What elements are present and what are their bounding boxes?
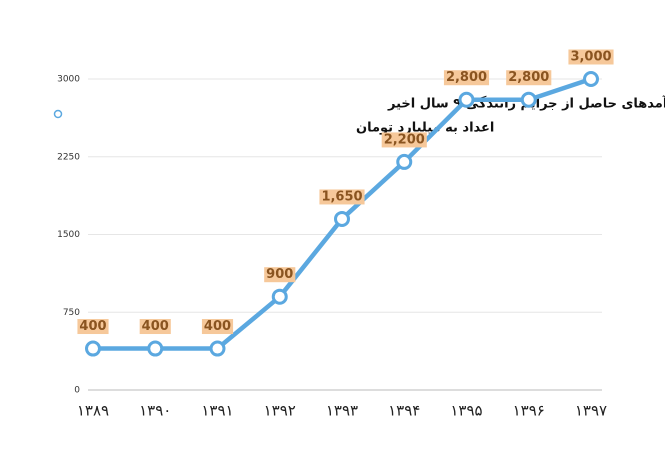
- value-label-text: 2,800: [508, 70, 549, 85]
- value-label-bg: [139, 319, 171, 335]
- x-tick-label: ۱۳۹۱: [201, 402, 233, 420]
- value-label-bg: [568, 49, 614, 65]
- x-tick-label: ۱۳۹۷: [575, 402, 607, 420]
- y-tick-label: 3000: [57, 75, 80, 85]
- y-tick-label: 750: [63, 308, 80, 318]
- value-label-bg: [264, 267, 296, 283]
- value-label-bg: [443, 70, 490, 86]
- x-tick-label: ۱۳۹۲: [264, 402, 296, 420]
- value-label: 2,200: [381, 132, 427, 148]
- value-label-text: 2,200: [384, 132, 425, 147]
- point: [458, 91, 475, 108]
- value-label-bg: [319, 189, 365, 205]
- value-label-text: 400: [79, 319, 106, 334]
- value-label: 400: [77, 319, 109, 335]
- value-label-text: 3,000: [570, 50, 611, 65]
- point: [396, 153, 413, 170]
- point: [271, 288, 288, 305]
- point: [147, 340, 164, 357]
- x-tick-label: ۱۳۹۵: [450, 402, 482, 420]
- point: [583, 71, 599, 87]
- y-tick-label: 1500: [57, 230, 80, 240]
- y-tick-label: 2250: [57, 152, 80, 162]
- value-label: 400: [139, 319, 171, 335]
- y-tick-label: 0: [74, 386, 80, 396]
- x-tick-label: ۱۳۹۳: [326, 402, 358, 420]
- value-label: 3,000: [568, 49, 614, 65]
- value-label: 2,800: [506, 70, 552, 86]
- value-label: 1,650: [319, 189, 365, 205]
- x-tick-label: ۱۳۹۶: [513, 402, 545, 420]
- value-label: 2,800: [443, 70, 490, 86]
- x-tick-label: ۱۳۹۴: [388, 402, 420, 420]
- value-label-text: 1,650: [321, 189, 362, 204]
- value-label-text: 900: [266, 267, 293, 282]
- value-label-bg: [381, 132, 427, 148]
- value-label: 900: [264, 267, 296, 283]
- x-tick-label: ۱۳۸۹: [77, 402, 109, 420]
- point: [334, 210, 350, 227]
- point: [85, 340, 101, 357]
- value-label-bg: [201, 319, 234, 335]
- value-label-text: 400: [142, 319, 169, 334]
- value-label-text: 2,800: [446, 70, 487, 85]
- legend-marker: [53, 109, 63, 119]
- value-label-bg: [506, 70, 552, 86]
- value-label: 400: [201, 319, 234, 335]
- point: [520, 91, 537, 108]
- x-tick-label: ۱۳۹۰: [139, 402, 171, 420]
- legend-subtitle: اعداد به میلیارد تومان: [356, 121, 494, 136]
- point: [209, 340, 226, 357]
- value-label-text: 400: [204, 319, 231, 334]
- value-label-bg: [77, 319, 109, 335]
